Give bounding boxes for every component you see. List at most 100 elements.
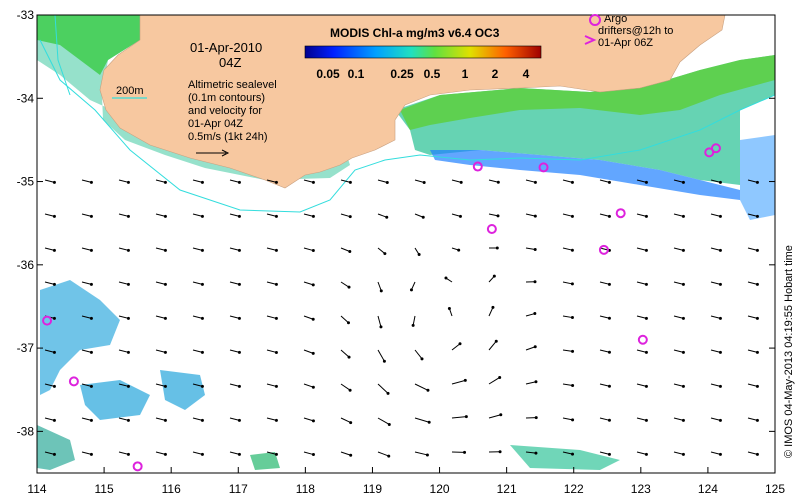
- velocity-arrow: [44, 349, 55, 353]
- velocity-arrow: [266, 213, 277, 217]
- velocity-arrow: [155, 179, 166, 183]
- velocity-arrow-head: [274, 316, 278, 320]
- velocity-arrow-head: [163, 180, 167, 184]
- velocity-arrow: [451, 379, 466, 385]
- velocity-arrow: [488, 377, 500, 385]
- velocity-arrow-head: [607, 214, 611, 218]
- velocity-arrow: [488, 179, 499, 183]
- velocity-arrow: [229, 179, 240, 183]
- velocity-arrow-head: [387, 454, 391, 458]
- velocity-arrow: [451, 343, 461, 351]
- velocity-arrow-head: [237, 248, 241, 252]
- x-tick-label: 121: [497, 482, 517, 496]
- velocity-arrow: [599, 451, 610, 455]
- velocity-arrow: [155, 451, 166, 455]
- velocity-arrow-head: [89, 452, 93, 456]
- velocity-arrow: [710, 349, 721, 353]
- velocity-arrow: [266, 247, 277, 251]
- velocity-arrow-head: [607, 418, 611, 422]
- velocity-arrow: [747, 417, 758, 421]
- velocity-arrow-head: [718, 214, 722, 218]
- velocity-arrow: [747, 179, 758, 183]
- note-line-1: Altimetric sealevel: [188, 79, 277, 91]
- velocity-arrow-head: [274, 180, 278, 184]
- velocity-arrow: [155, 315, 166, 319]
- velocity-arrow-head: [426, 388, 430, 392]
- depth-contour-200m: [39, 39, 775, 213]
- velocity-arrow: [266, 451, 277, 455]
- velocity-arrow: [303, 179, 314, 183]
- argo-float-marker: [42, 315, 53, 326]
- velocity-arrow: [266, 417, 277, 421]
- velocity-arrow-head: [498, 375, 502, 379]
- velocity-arrow: [118, 349, 129, 353]
- velocity-arrow: [192, 417, 203, 421]
- velocity-arrow: [44, 383, 55, 387]
- argo-legend-line1: Argo: [604, 13, 627, 25]
- velocity-arrow: [710, 179, 721, 183]
- velocity-arrow: [673, 451, 684, 455]
- velocity-arrow-head: [52, 282, 56, 286]
- velocity-arrow-head: [200, 316, 204, 320]
- velocity-arrow-head: [347, 355, 351, 359]
- velocity-arrow-head: [571, 349, 575, 353]
- argo-float-marker: [710, 143, 721, 154]
- velocity-arrow: [340, 451, 351, 456]
- velocity-arrow: [118, 315, 129, 319]
- velocity-arrow: [155, 417, 166, 421]
- velocity-arrow: [488, 414, 501, 419]
- x-tick-label: 124: [698, 482, 718, 496]
- velocity-arrow: [81, 349, 92, 353]
- velocity-arrow-head: [163, 248, 167, 252]
- colorbar-title: MODIS Chl-a mg/m3 v6.4 OC3: [330, 26, 500, 40]
- velocity-arrow: [747, 315, 758, 319]
- velocity-arrow-head: [274, 418, 278, 422]
- velocity-arrow: [599, 383, 610, 387]
- velocity-arrow: [118, 179, 129, 183]
- velocity-arrow-head: [463, 378, 467, 382]
- velocity-arrow-head: [718, 282, 722, 286]
- velocity-arrow-head: [89, 418, 93, 422]
- velocity-arrow-head: [571, 418, 575, 422]
- argo-float-marker: [598, 244, 609, 255]
- velocity-arrow-head: [274, 350, 278, 354]
- velocity-arrow: [192, 179, 203, 183]
- velocity-arrow: [599, 179, 610, 183]
- velocity-arrow-head: [274, 452, 278, 456]
- velocity-arrow-head: [379, 325, 383, 329]
- velocity-arrow-head: [379, 289, 383, 293]
- velocity-arrow: [229, 417, 240, 421]
- x-tick-label: 118: [296, 482, 315, 496]
- argo-legend-chevron-icon: [584, 35, 597, 45]
- velocity-arrow: [525, 346, 536, 351]
- velocity-arrow-head: [681, 282, 685, 286]
- velocity-arrow: [562, 349, 573, 352]
- velocity-arrow: [229, 315, 240, 319]
- velocity-arrow-head: [464, 415, 468, 419]
- velocity-arrow-head: [459, 180, 463, 184]
- velocity-arrow: [303, 383, 314, 388]
- colorbar-tick-label: 4: [523, 67, 530, 81]
- scale-arrow-head-icon: [221, 149, 230, 157]
- chl-patch-sw2: [80, 380, 150, 420]
- velocity-arrow: [414, 179, 425, 183]
- velocity-arrow: [81, 213, 92, 217]
- velocity-arrow: [451, 416, 467, 419]
- velocity-arrow-head: [382, 359, 386, 363]
- velocity-arrow: [266, 349, 277, 353]
- note-line-5: 0.5m/s (1kt 24h): [188, 131, 267, 143]
- velocity-arrow-head: [492, 274, 496, 278]
- velocity-arrow-head: [237, 384, 241, 388]
- velocity-arrow-head: [495, 246, 499, 250]
- velocity-arrow-head: [681, 214, 685, 218]
- velocity-arrow-head: [755, 214, 759, 218]
- velocity-arrow: [229, 213, 240, 217]
- x-tick-label: 123: [631, 482, 651, 496]
- velocity-arrow-head: [237, 452, 241, 456]
- velocity-arrow: [414, 383, 429, 391]
- contour-west-margin: [54, 15, 71, 96]
- velocity-arrow-head: [458, 342, 462, 346]
- velocity-arrow: [673, 213, 684, 217]
- velocity-arrow-head: [718, 384, 722, 388]
